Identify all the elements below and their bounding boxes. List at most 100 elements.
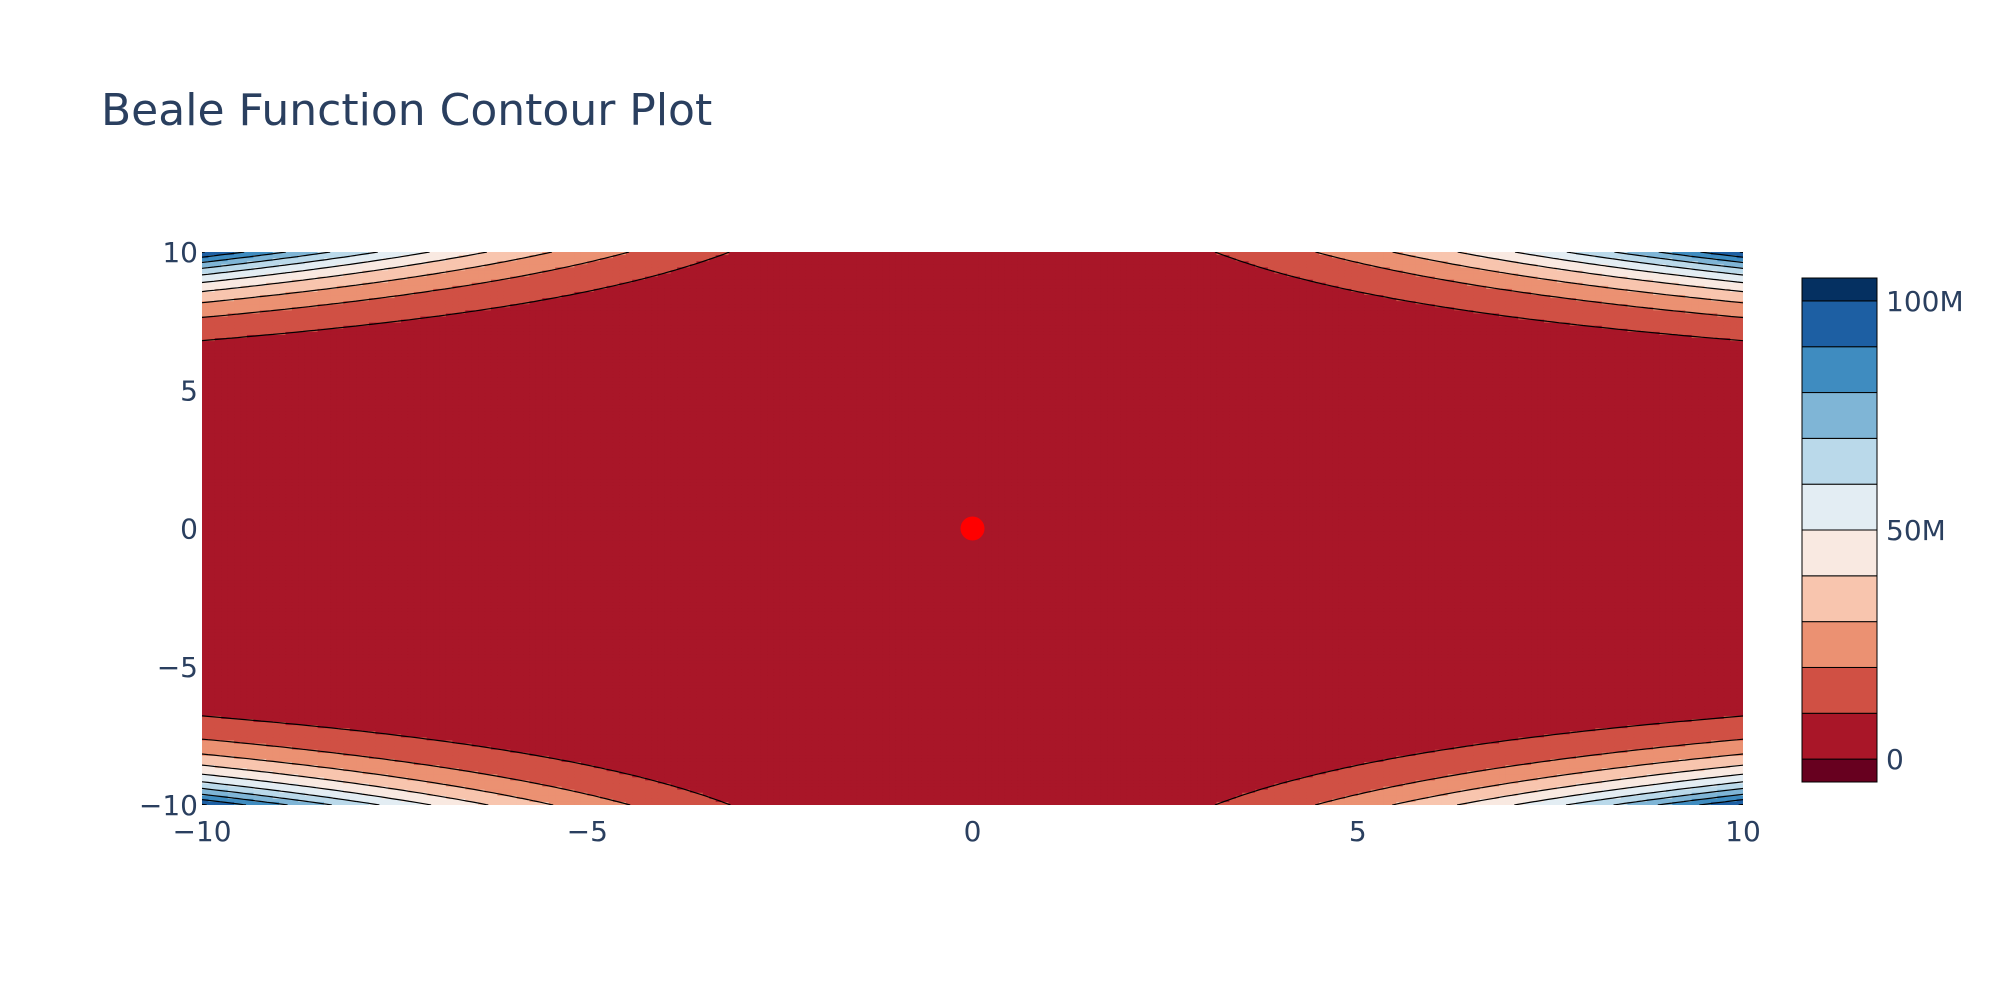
contour-cell: [202, 264, 210, 268]
contour-cell: [760, 267, 768, 272]
contour-cell: [805, 270, 813, 275]
contour-cell: [709, 270, 717, 275]
contour-cell: [1351, 258, 1359, 262]
contour-cell: [1383, 264, 1391, 268]
contour-cell: [375, 267, 383, 272]
contour-cell: [1152, 261, 1160, 265]
contour-cell: [1595, 258, 1603, 262]
contour-cell: [1608, 264, 1616, 268]
contour-cell: [1145, 252, 1153, 256]
contour-cell: [863, 255, 871, 259]
contour-cell: [1023, 264, 1031, 268]
contour-cell: [1678, 261, 1686, 265]
contour-cell: [1646, 267, 1654, 272]
contour-cell: [773, 258, 781, 262]
contour-cell: [1627, 273, 1635, 278]
contour-cell: [850, 252, 858, 256]
contour-cell: [747, 273, 755, 278]
contour-cell: [1396, 258, 1404, 262]
contour-cell: [221, 273, 229, 278]
contour-cell: [1338, 264, 1346, 268]
contour-cell: [336, 261, 344, 265]
contour-cell: [677, 261, 685, 265]
contour-cell: [1107, 264, 1115, 268]
contour-cell: [304, 267, 312, 272]
contour-cell: [805, 273, 813, 278]
contour-cell: [1023, 270, 1031, 275]
contour-cell: [921, 264, 929, 268]
contour-cell: [1075, 267, 1083, 272]
contour-cell: [478, 270, 486, 275]
contour-cell: [368, 255, 376, 259]
contour-cell: [651, 258, 659, 262]
contour-cell: [1184, 273, 1192, 278]
contour-cell: [850, 270, 858, 275]
contour-cell: [1396, 267, 1404, 272]
contour-cell: [824, 273, 832, 278]
contour-cell: [991, 273, 999, 278]
contour-cell: [959, 267, 967, 272]
contour-cell: [259, 267, 267, 272]
contour-cell: [433, 252, 441, 256]
contour-cell: [304, 270, 312, 275]
contour-cell: [940, 258, 948, 262]
contour-cell: [645, 255, 653, 259]
contour-cell: [1145, 261, 1153, 265]
contour-cell: [285, 255, 293, 259]
contour-cell: [1049, 258, 1057, 262]
contour-cell: [850, 255, 858, 259]
contour-cell: [1242, 273, 1250, 278]
contour-cell: [959, 261, 967, 265]
contour-cell: [1441, 258, 1449, 262]
contour-cell: [542, 261, 550, 265]
contour-cell: [1582, 273, 1590, 278]
contour-cell: [1550, 261, 1558, 265]
contour-cell: [1068, 264, 1076, 268]
contour-cell: [734, 264, 742, 268]
contour-cell: [1466, 267, 1474, 272]
contour-cell: [317, 261, 325, 265]
contour-cell: [1646, 258, 1654, 262]
contour-cell: [567, 252, 576, 256]
contour-cell: [1537, 273, 1545, 278]
contour-cell: [1210, 252, 1218, 256]
contour-cell: [291, 252, 299, 256]
contour-cell: [978, 264, 986, 268]
contour-cell: [1621, 264, 1629, 268]
contour-cell: [1396, 273, 1404, 278]
contour-cell: [1415, 270, 1423, 275]
contour-cell: [426, 264, 434, 268]
contour-cell: [445, 252, 454, 256]
contour-cell: [1460, 255, 1468, 259]
contour-cell: [1126, 258, 1134, 262]
contour-cell: [1344, 267, 1352, 272]
contour-cell: [1357, 252, 1365, 256]
contour-cell: [471, 273, 479, 278]
contour-cell: [824, 255, 832, 259]
contour-cell: [593, 261, 601, 265]
contour-cell: [1447, 267, 1455, 272]
contour-cell: [1229, 255, 1237, 259]
contour-cell: [1710, 264, 1718, 268]
contour-cell: [1486, 255, 1494, 259]
contour-cell: [1377, 258, 1385, 262]
contour-cell: [1325, 273, 1333, 278]
contour-cell: [889, 255, 897, 259]
contour-cell: [497, 261, 505, 265]
contour-cell: [882, 264, 890, 268]
contour-cell: [638, 252, 646, 256]
contour-cell: [856, 270, 864, 275]
contour-cell: [1255, 261, 1263, 265]
contour-cell: [1434, 273, 1442, 278]
contour-cell: [478, 258, 486, 262]
contour-cell: [1011, 267, 1019, 272]
contour-cell: [298, 258, 306, 262]
contour-cell: [368, 264, 376, 268]
contour-cell: [1389, 261, 1397, 265]
contour-cell: [632, 261, 640, 265]
contour-cell: [1357, 258, 1365, 262]
contour-cell: [754, 252, 762, 256]
contour-cell: [1364, 264, 1372, 268]
contour-cell: [670, 267, 678, 272]
contour-cell: [394, 267, 402, 272]
